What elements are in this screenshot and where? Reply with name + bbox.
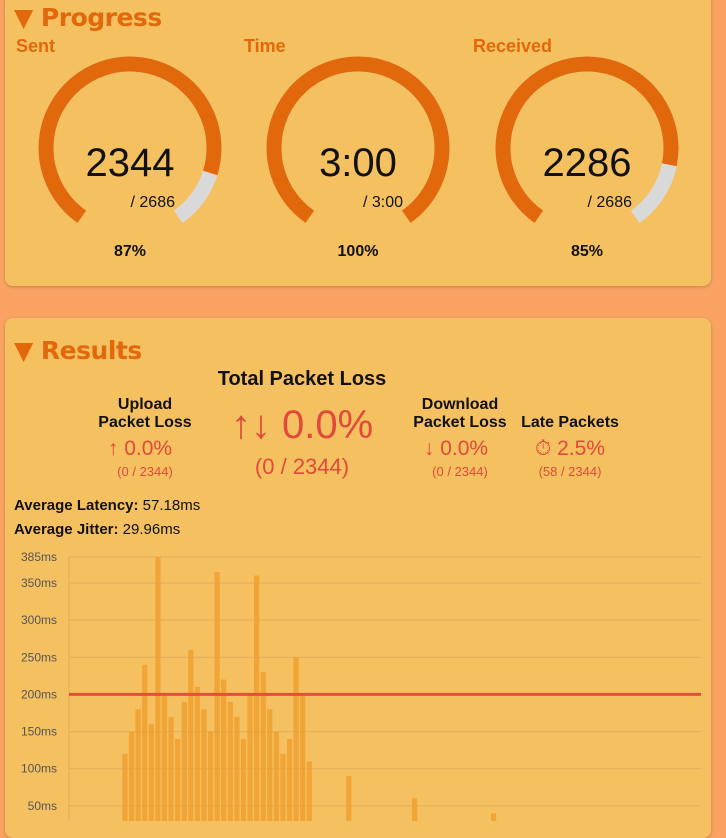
stat-label: Average Latency: <box>14 497 139 514</box>
bar <box>207 731 214 821</box>
y-tick-label: 250ms <box>21 650 57 664</box>
gauge-value: 2286 <box>543 141 632 185</box>
stat-value: 29.96ms <box>122 521 181 538</box>
gauge-total: / 2686 <box>588 194 633 211</box>
late-value: ⏱ 2.5% <box>534 437 606 460</box>
gauges: 2344 / 2686 87% 3:00 / 3:00 100% 2286 / 2686 85% <box>38 56 679 260</box>
y-tick-label: 200ms <box>21 687 57 701</box>
bar <box>174 739 181 821</box>
jitter: Average Jitter: 29.96ms <box>14 521 180 538</box>
bar <box>240 739 247 821</box>
bar <box>155 557 161 821</box>
late-label: Late Packets <box>521 414 619 431</box>
bar <box>300 694 306 821</box>
gauge-total: / 3:00 <box>363 194 403 211</box>
bar <box>168 716 174 821</box>
page: ▼ Progress Sent Time Received 2344 / 2686… <box>5 0 711 838</box>
total-value: ↑↓ 0.0% <box>230 403 374 447</box>
total-detail: (0 / 2344) <box>254 454 350 479</box>
bar <box>128 731 135 821</box>
gauge-value: 3:00 <box>319 141 397 185</box>
bar <box>221 679 227 821</box>
bar <box>181 701 187 821</box>
upload-detail: (0 / 2344) <box>117 464 173 479</box>
progress-panel <box>5 0 711 286</box>
bar <box>273 731 280 821</box>
gauge-label: Sent <box>16 36 56 56</box>
gauge-total: / 2686 <box>131 194 176 211</box>
bar <box>148 724 154 821</box>
stat-value: 57.18ms <box>142 497 201 514</box>
gauge-percent: 100% <box>338 243 379 260</box>
results-panel <box>5 318 711 838</box>
gauge-percent: 87% <box>114 243 146 260</box>
gauge-arc <box>38 56 222 223</box>
bar <box>267 709 273 821</box>
bar <box>490 813 497 821</box>
download-detail: (0 / 2344) <box>432 464 488 479</box>
y-tick-label: 100ms <box>21 762 57 776</box>
bar <box>135 709 141 821</box>
bar <box>280 753 286 821</box>
bar <box>194 687 201 821</box>
bar <box>293 657 299 821</box>
bar <box>188 649 194 821</box>
gauge-label: Received <box>473 36 553 56</box>
bar <box>234 716 240 821</box>
download-label: Download Packet Loss <box>413 396 507 431</box>
bar <box>142 664 148 821</box>
bar <box>201 709 207 821</box>
stat-label: Average Jitter: <box>14 521 119 538</box>
bar <box>286 739 293 821</box>
bar <box>260 672 266 821</box>
y-tick-label: 385ms <box>21 550 57 564</box>
section-title[interactable]: ▼ Progress <box>14 3 162 32</box>
gauge-label: Time <box>244 36 286 56</box>
bar <box>247 694 253 821</box>
latency-chart: 50ms 100ms 150ms 200ms 250ms 300ms 350ms 385ms <box>21 550 701 821</box>
gauge-arc <box>495 56 679 223</box>
bar <box>411 798 418 821</box>
gauge-percent: 85% <box>571 243 603 260</box>
late-detail: (58 / 2344) <box>538 464 602 479</box>
upload-label: Upload Packet Loss <box>98 396 192 431</box>
y-tick-label: 300ms <box>21 613 57 627</box>
y-tick-label: 50ms <box>28 799 57 813</box>
bar <box>122 753 128 821</box>
gauge-value: 2344 <box>86 141 175 185</box>
bar <box>306 761 312 821</box>
upload-value: ↑ 0.0% <box>107 437 173 460</box>
y-tick-label: 350ms <box>21 576 57 590</box>
gauge-arc <box>266 56 450 223</box>
latency: Average Latency: 57.18ms <box>14 497 200 514</box>
y-tick-label: 150ms <box>21 725 57 739</box>
bar <box>253 575 260 821</box>
bar <box>346 776 352 821</box>
bar <box>227 701 233 821</box>
bar <box>161 694 168 821</box>
bar <box>214 571 220 821</box>
section-title[interactable]: ▼ Results <box>14 336 142 365</box>
total-label: Total Packet Loss <box>217 368 387 390</box>
download-value: ↓ 0.0% <box>423 437 489 460</box>
